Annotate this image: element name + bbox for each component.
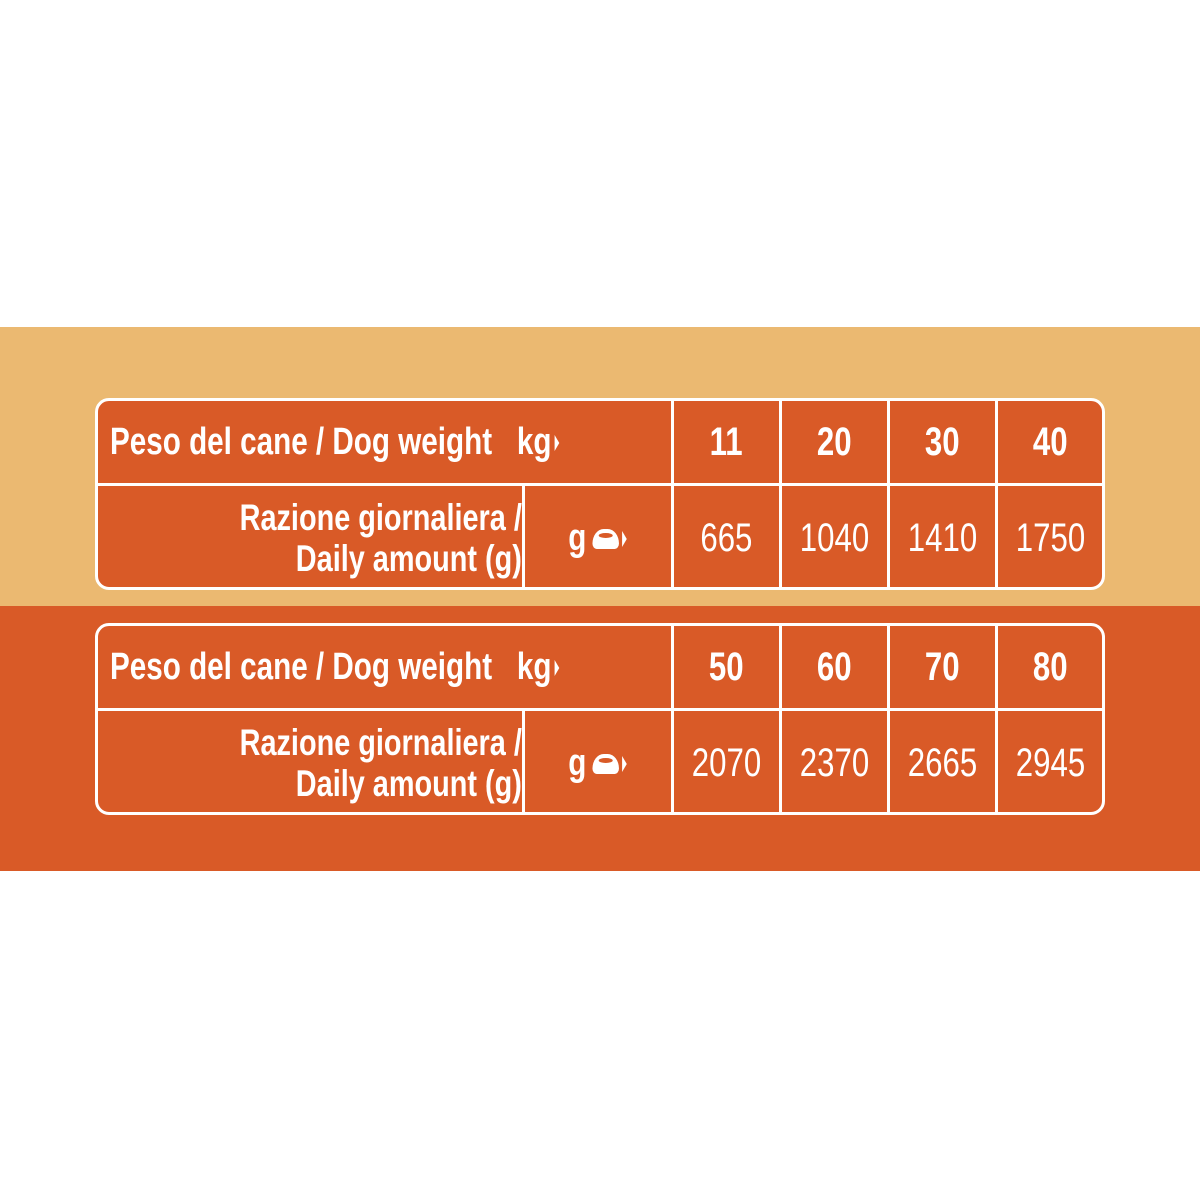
column-divider (671, 626, 674, 812)
weight-value: 11 (709, 419, 743, 464)
weight-value: 50 (709, 644, 744, 689)
amount-value: 2665 (907, 740, 978, 785)
column-divider (995, 401, 998, 587)
feeding-table: Peso del cane / Dog weight kg Razione gi… (95, 398, 1105, 590)
amount-row-label: Razione giornaliera / Daily amount (g) (98, 486, 522, 587)
weight-value: 80 (1032, 644, 1068, 689)
row-divider (98, 483, 1102, 486)
amount-label-line2: Daily amount (g) (295, 763, 522, 804)
row-divider (98, 708, 1102, 711)
food-bowl-icon (593, 529, 620, 550)
weight-value: 30 (925, 419, 960, 464)
weight-label-text: Peso del cane / Dog weight (110, 645, 493, 688)
amount-unit: g (568, 741, 587, 784)
column-divider (779, 401, 782, 587)
weight-value: 20 (817, 419, 852, 464)
weight-value: 40 (1032, 419, 1068, 464)
weight-unit: kg (516, 645, 552, 688)
column-divider (522, 486, 525, 587)
column-divider (995, 626, 998, 812)
weight-unit: kg (516, 420, 552, 463)
weight-label-text: Peso del cane / Dog weight (110, 420, 493, 463)
food-bowl-icon (593, 754, 620, 775)
column-divider (522, 711, 525, 812)
column-divider (671, 401, 674, 587)
amount-row-label: Razione giornaliera / Daily amount (g) (98, 711, 522, 812)
weight-value: 60 (817, 644, 852, 689)
weight-row-label: Peso del cane / Dog weight kg (98, 401, 671, 483)
arrow-right-icon (554, 435, 560, 452)
amount-unit: g (568, 516, 587, 559)
column-divider (887, 401, 890, 587)
column-divider (779, 626, 782, 812)
amount-value: 1040 (799, 515, 870, 560)
arrow-right-icon (622, 531, 628, 548)
weight-row-label: Peso del cane / Dog weight kg (98, 626, 671, 708)
weight-value: 70 (925, 644, 960, 689)
amount-value: 2370 (799, 740, 870, 785)
amount-value: 1410 (907, 515, 978, 560)
amount-unit-cell: g (525, 711, 671, 812)
amount-value: 665 (700, 515, 753, 560)
amount-value: 1750 (1015, 515, 1085, 560)
feeding-table: Peso del cane / Dog weight kg Razione gi… (95, 623, 1105, 815)
amount-value: 2945 (1015, 740, 1085, 785)
amount-value: 2070 (691, 740, 762, 785)
arrow-right-icon (554, 660, 560, 677)
amount-label-line2: Daily amount (g) (295, 538, 522, 579)
amount-label-line1: Razione giornaliera / (239, 497, 522, 538)
amount-unit-cell: g (525, 486, 671, 587)
column-divider (887, 626, 890, 812)
arrow-right-icon (622, 756, 628, 773)
amount-label-line1: Razione giornaliera / (239, 722, 522, 763)
